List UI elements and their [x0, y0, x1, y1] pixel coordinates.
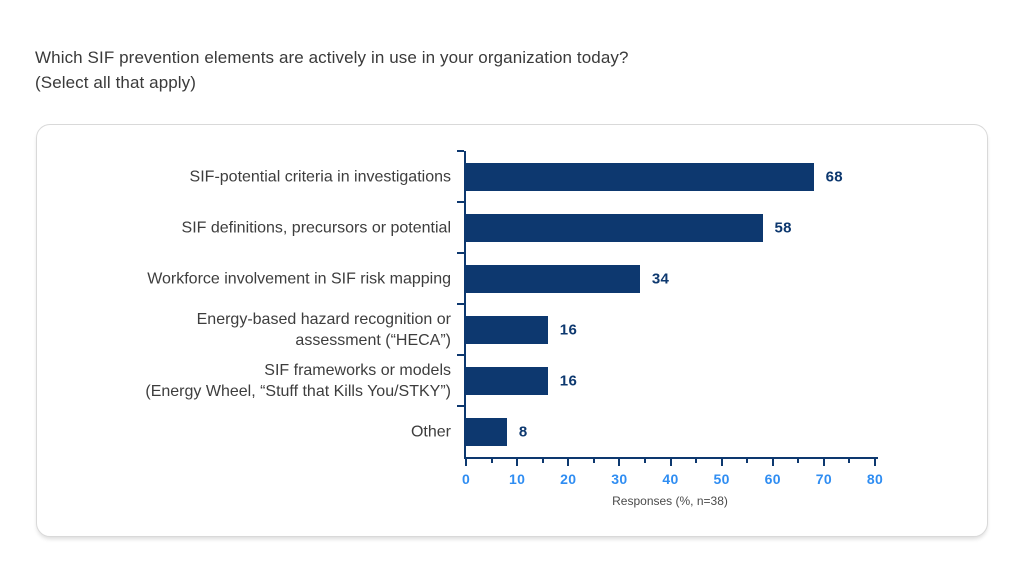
bar [466, 417, 507, 446]
x-axis-tick [695, 459, 698, 463]
x-axis-tick [797, 459, 800, 463]
bar-value-label: 34 [651, 270, 670, 287]
bar [466, 366, 548, 395]
bar-value-label: 16 [559, 321, 578, 338]
x-axis-tick-label: 30 [611, 471, 628, 487]
bar [466, 213, 763, 242]
x-axis-tick [746, 459, 749, 463]
x-axis-tick-label: 80 [866, 471, 884, 487]
x-axis-tick-label: 40 [662, 471, 679, 487]
x-axis-line [464, 457, 878, 459]
bar-value-label: 8 [518, 423, 528, 440]
x-axis-tick [516, 459, 519, 466]
y-axis-tick [457, 252, 464, 254]
x-axis-tick [643, 459, 646, 463]
y-axis-tick [457, 405, 464, 407]
x-axis-tick-label: 50 [713, 471, 730, 487]
y-axis-tick [457, 303, 464, 305]
x-axis-tick [567, 459, 570, 466]
x-axis-tick [669, 459, 672, 466]
bar [466, 162, 814, 191]
x-axis-tick [541, 459, 544, 463]
x-axis-tick [822, 459, 825, 466]
x-axis-tick [592, 459, 595, 463]
bar [466, 315, 548, 344]
x-axis-tick [618, 459, 621, 466]
category-label: SIF frameworks or models (Energy Wheel, … [145, 361, 451, 400]
y-axis-tick [457, 354, 464, 356]
x-axis-tick [848, 459, 851, 463]
x-axis-tick-label: 10 [509, 471, 526, 487]
x-axis-label: Responses (%, n=38) [612, 494, 728, 508]
x-axis-tick-label: 70 [815, 471, 832, 487]
bar-chart: Responses (%, n=38) 68 SIF-potential crit… [37, 125, 987, 536]
category-label: Workforce involvement in SIF risk mappin… [147, 269, 451, 287]
y-axis-line [464, 151, 466, 459]
bar-value-label: 16 [559, 372, 578, 389]
y-axis-tick [457, 201, 464, 203]
x-axis-tick [771, 459, 774, 466]
page-title: Which SIF prevention elements are active… [35, 48, 629, 92]
bar [466, 264, 640, 293]
category-label: Other [410, 422, 451, 440]
x-axis-tick-label: 60 [764, 471, 781, 487]
bar-value-label: 58 [774, 219, 792, 236]
x-axis-tick [465, 459, 467, 466]
x-axis-tick [874, 459, 876, 466]
y-axis-tick [457, 150, 464, 152]
category-label: SIF-potential criteria in investigations [189, 167, 451, 185]
category-label: SIF definitions, precursors or potential [181, 218, 451, 236]
bar-value-label: 68 [825, 168, 843, 185]
x-axis-tick-label: 0 [461, 471, 471, 487]
x-axis-tick-label: 20 [560, 471, 577, 487]
x-axis-tick [490, 459, 493, 463]
chart-card: Responses (%, n=38) 68 SIF-potential crit… [36, 124, 988, 537]
category-label: Energy-based hazard recognition or asses… [196, 310, 451, 349]
x-axis-tick [720, 459, 723, 466]
